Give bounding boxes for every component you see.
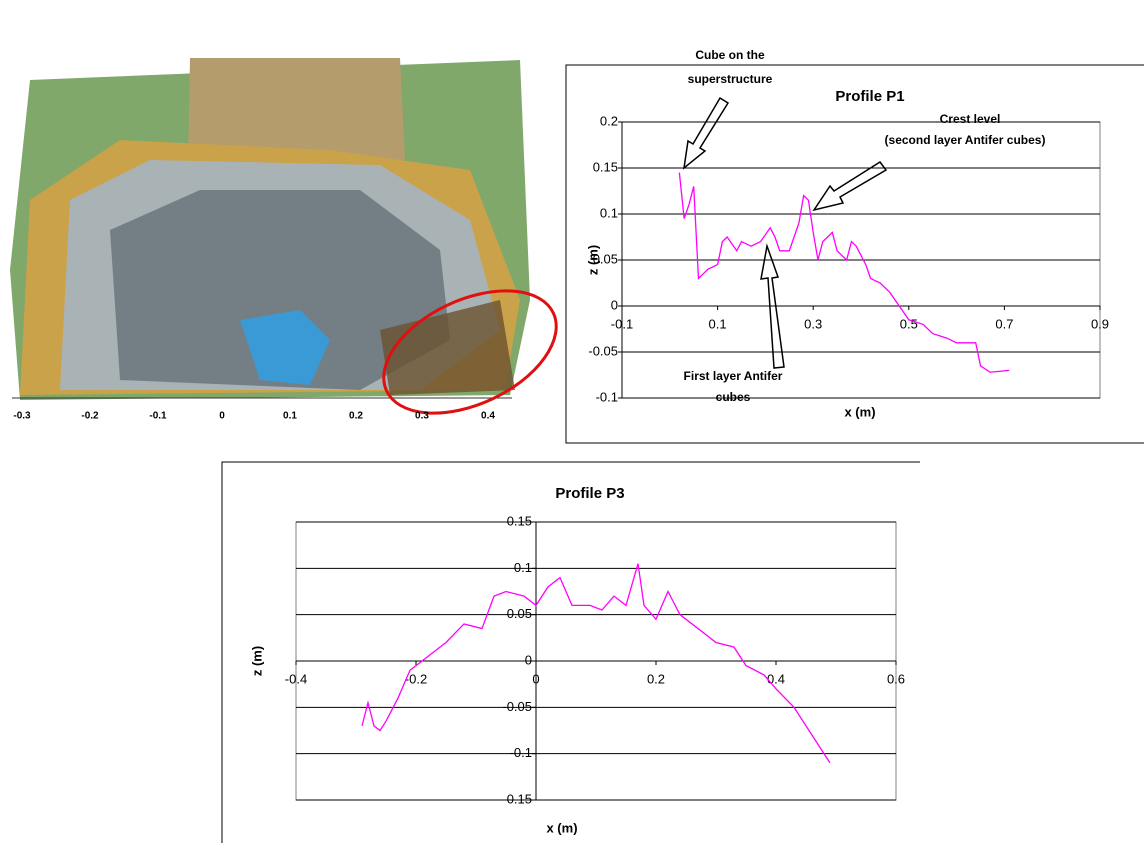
- y-tick-label: -0.15: [502, 791, 532, 806]
- scan-image: [10, 58, 575, 438]
- y-tick-label: -0.05: [588, 343, 618, 358]
- data-line: [362, 564, 830, 763]
- x-axis-label: x (m): [844, 404, 875, 419]
- scan-x-label: 0.4: [481, 411, 495, 422]
- x-tick-label: 0.3: [804, 316, 822, 331]
- y-tick-label: -0.1: [510, 745, 532, 760]
- x-tick-label: 0.7: [995, 316, 1013, 331]
- y-tick-label: 0.2: [600, 113, 618, 128]
- y-tick-label: 0.15: [507, 513, 532, 528]
- x-tick-label: 0: [532, 671, 539, 686]
- x-tick-label: 0.1: [709, 316, 727, 331]
- x-tick-label: -0.1: [611, 316, 633, 331]
- x-axis-label: x (m): [546, 820, 577, 835]
- y-tick-label: -0.1: [596, 389, 618, 404]
- scan-x-label: 0.1: [283, 411, 297, 422]
- y-tick-label: 0.05: [507, 606, 532, 621]
- annotation: Crest level(second layer Antifer cubes): [885, 112, 1046, 147]
- chart-title: Profile P1: [835, 88, 904, 105]
- panel-frame: [222, 462, 920, 843]
- scan-x-label: 0.2: [349, 411, 363, 422]
- scan-x-label: -0.2: [81, 411, 99, 422]
- figure: -0.3-0.2-0.100.10.20.30.4-0.1-0.0500.050…: [0, 0, 1144, 843]
- y-tick-label: 0.1: [600, 205, 618, 220]
- x-tick-label: 0.4: [767, 671, 785, 686]
- y-axis-label: z (m): [249, 646, 264, 676]
- x-tick-label: 0.2: [647, 671, 665, 686]
- scan-x-label: -0.3: [13, 411, 31, 422]
- x-tick-label: 0.6: [887, 671, 905, 686]
- scan-x-label: 0.3: [415, 411, 429, 422]
- x-tick-label: 0.9: [1091, 316, 1109, 331]
- y-axis-label: z (m): [585, 245, 600, 275]
- scan-x-label: 0: [219, 411, 225, 422]
- y-tick-label: 0.15: [593, 159, 618, 174]
- y-tick-label: -0.05: [502, 699, 532, 714]
- scan-x-label: -0.1: [149, 411, 167, 422]
- data-line: [679, 173, 1009, 373]
- y-tick-label: 0: [611, 297, 618, 312]
- y-tick-label: 0: [525, 652, 532, 667]
- chart-title: Profile P3: [555, 485, 624, 502]
- y-tick-label: 0.1: [514, 560, 532, 575]
- x-tick-label: -0.4: [285, 671, 307, 686]
